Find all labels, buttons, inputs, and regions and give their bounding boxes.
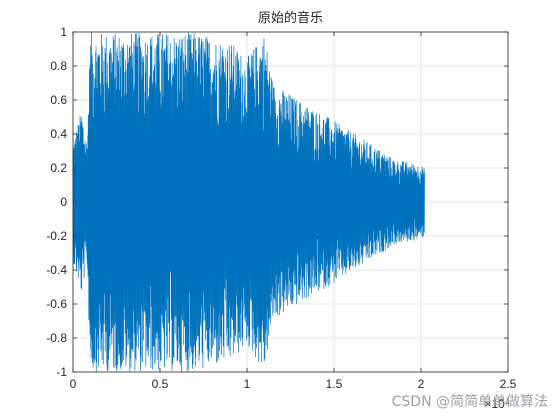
x-tick-label: 1 — [244, 377, 251, 391]
y-tick-label: -0.8 — [46, 331, 67, 345]
x-axis-exponent-label: ×10⁴ — [484, 397, 510, 411]
y-tick-label: 1 — [60, 25, 67, 39]
y-tick-label: 0.6 — [50, 93, 67, 107]
y-tick-label: -0.6 — [46, 297, 67, 311]
watermark-text: CSDN @简简单单做算法 — [392, 393, 548, 410]
chart-title: 原始的音乐 — [258, 10, 323, 26]
y-tick-label: 0.2 — [50, 161, 67, 175]
y-tick-label: -1 — [56, 365, 67, 379]
x-tick-label: 0.5 — [152, 377, 169, 391]
x-tick-label: 1.5 — [326, 377, 343, 391]
axis-ticks: 0 0.5 1 1.5 2 2.5 1 0.8 0.6 0.4 0.2 0 -0.2 -0.4 -0.6 -0… — [46, 25, 516, 391]
x-tick-label: 2.5 — [500, 377, 517, 391]
y-tick-label: 0.4 — [50, 127, 67, 141]
x-tick-label: 2 — [418, 377, 425, 391]
waveform-line — [72, 32, 425, 372]
y-tick-label: 0.8 — [50, 59, 67, 73]
x-tick-label: 0 — [70, 377, 77, 391]
y-tick-label: -0.4 — [46, 263, 67, 277]
series-waveform — [72, 32, 425, 372]
y-tick-label: 0 — [60, 195, 67, 209]
y-tick-label: -0.2 — [46, 229, 67, 243]
